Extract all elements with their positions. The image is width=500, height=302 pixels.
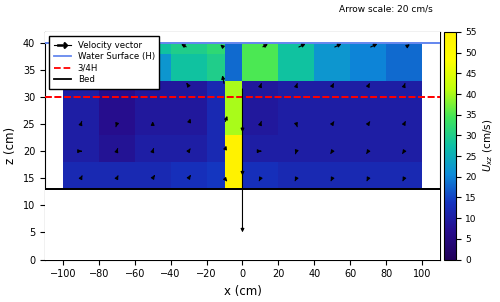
Bar [99, 108, 134, 135]
Bar [386, 108, 422, 135]
Bar [170, 53, 206, 81]
Bar [350, 135, 386, 162]
Bar [350, 81, 386, 108]
Bar [386, 162, 422, 189]
Y-axis label: $U_{xz}$ (cm/s): $U_{xz}$ (cm/s) [481, 119, 494, 172]
Bar [224, 135, 260, 162]
Bar [242, 135, 278, 162]
Bar [224, 162, 260, 189]
Bar [206, 162, 242, 189]
Bar [99, 81, 134, 108]
Y-axis label: z (cm): z (cm) [4, 127, 17, 164]
Bar [134, 135, 170, 162]
Bar [170, 108, 206, 135]
Bar [99, 162, 134, 189]
Bar [99, 43, 134, 53]
Bar [386, 135, 422, 162]
Bar [242, 43, 278, 53]
Bar [314, 108, 350, 135]
Bar [224, 53, 260, 81]
Bar [206, 43, 242, 53]
Bar [206, 53, 242, 81]
Bar [224, 81, 260, 108]
Bar [314, 162, 350, 189]
Bar [134, 162, 170, 189]
Text: Arrow scale: 20 cm/s: Arrow scale: 20 cm/s [340, 5, 433, 14]
Bar [314, 53, 350, 81]
Bar [170, 81, 206, 108]
Bar [63, 43, 99, 53]
Bar [206, 108, 242, 135]
Bar [278, 81, 314, 108]
Bar [278, 135, 314, 162]
Bar [63, 135, 99, 162]
Bar [278, 108, 314, 135]
Bar [170, 43, 206, 53]
Bar [278, 53, 314, 81]
Bar [314, 135, 350, 162]
Bar [386, 43, 422, 53]
Bar [242, 81, 278, 108]
Bar [206, 135, 242, 162]
Bar [99, 53, 134, 81]
Bar [99, 135, 134, 162]
Bar [224, 108, 260, 135]
Bar [63, 53, 99, 81]
Bar [314, 43, 350, 53]
Bar [242, 162, 278, 189]
Bar [134, 53, 170, 81]
Bar [350, 108, 386, 135]
Bar [134, 81, 170, 108]
Bar [134, 108, 170, 135]
Bar [170, 162, 206, 189]
Bar [314, 81, 350, 108]
Bar [386, 81, 422, 108]
Bar [63, 81, 99, 108]
Bar [278, 43, 314, 53]
Bar [134, 43, 170, 53]
Bar [350, 53, 386, 81]
Bar [242, 108, 278, 135]
Bar [278, 162, 314, 189]
Bar [206, 81, 242, 108]
Bar [242, 53, 278, 81]
Bar [63, 162, 99, 189]
Bar [350, 162, 386, 189]
Legend: Velocity vector, Water Surface (H), 3/4H, Bed: Velocity vector, Water Surface (H), 3/4H… [49, 36, 159, 88]
Bar [170, 135, 206, 162]
Bar [386, 53, 422, 81]
Bar [350, 43, 386, 53]
Bar [63, 108, 99, 135]
Bar [224, 43, 260, 53]
X-axis label: x (cm): x (cm) [224, 285, 262, 298]
